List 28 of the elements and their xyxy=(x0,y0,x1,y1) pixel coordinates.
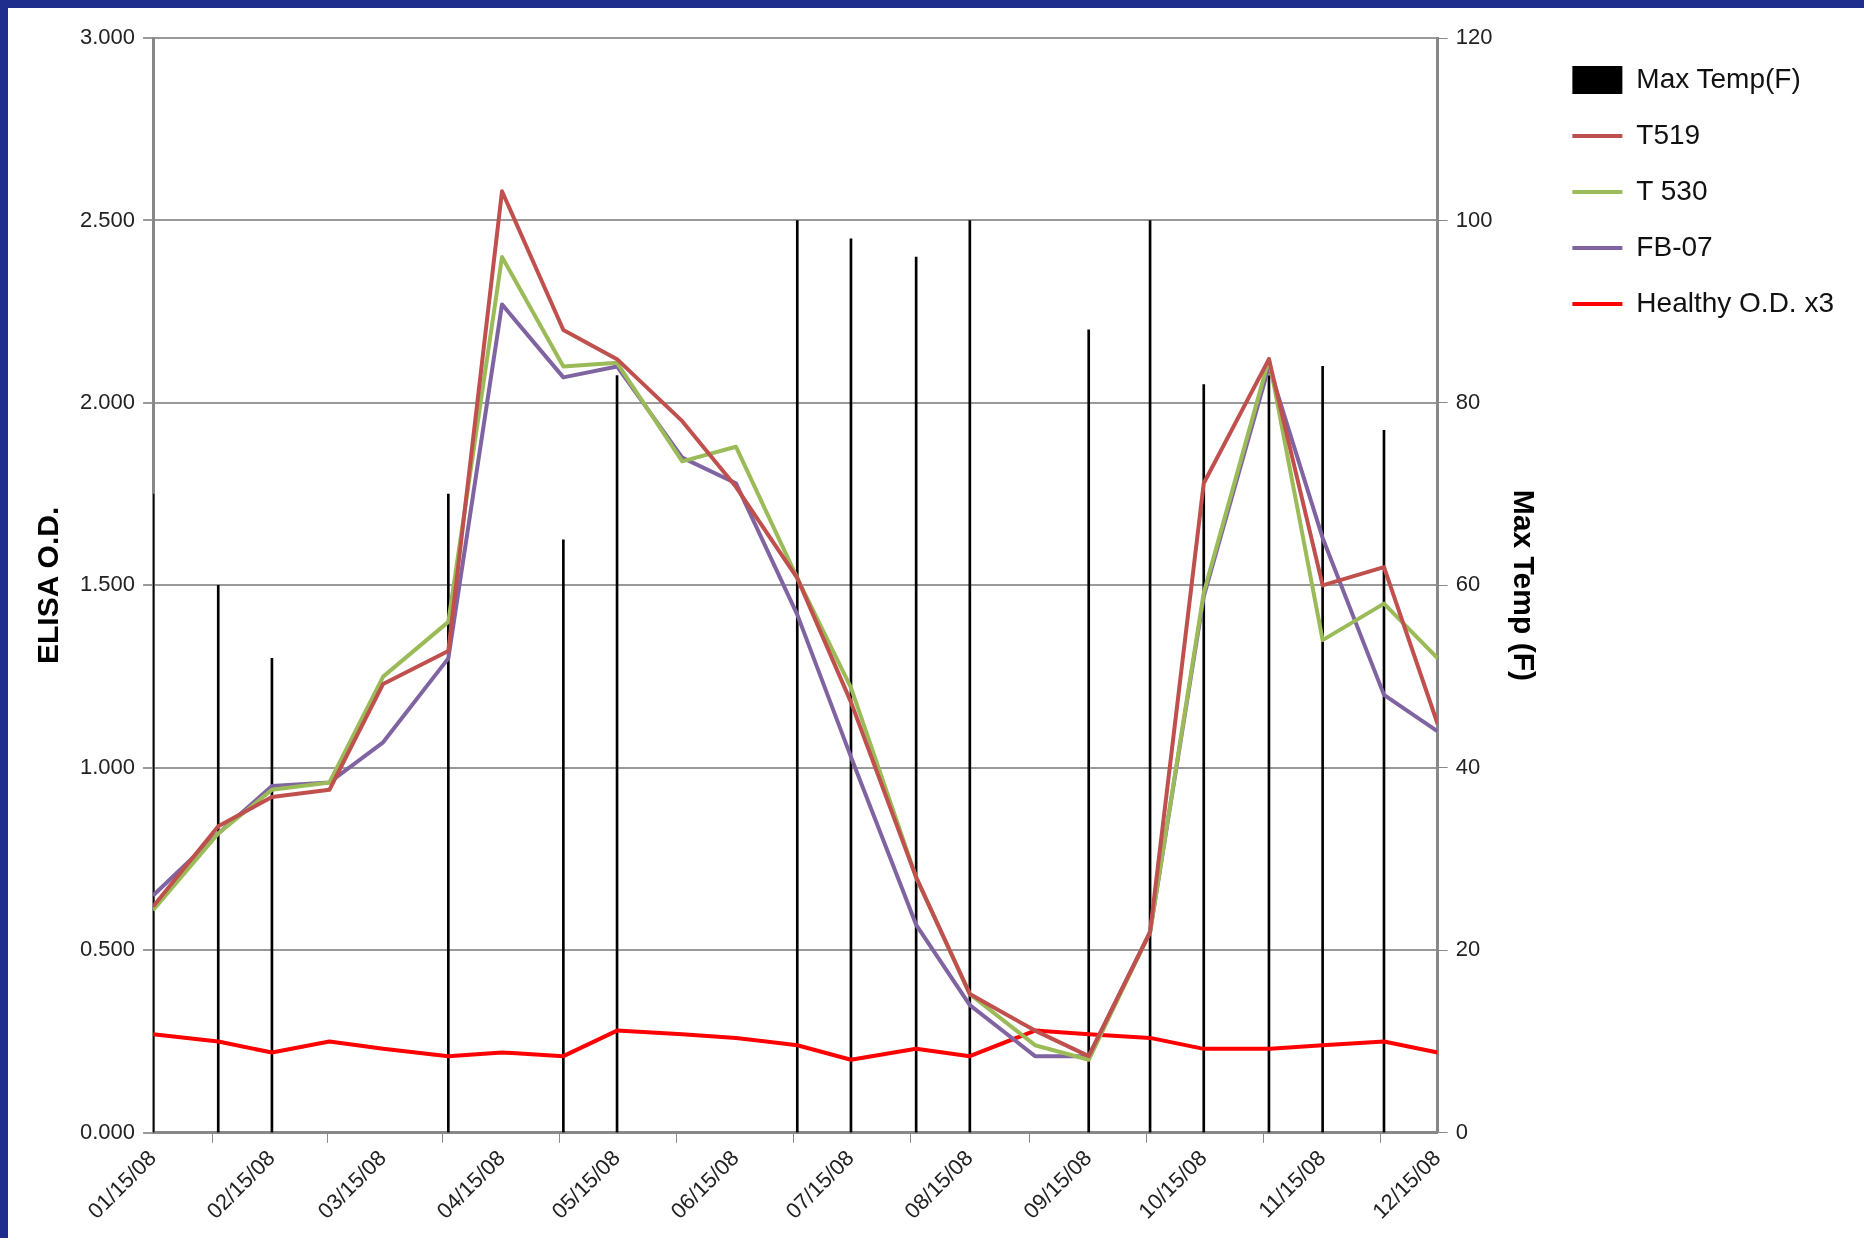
y2-tick-label: 120 xyxy=(1455,24,1493,50)
y-tick-label: 1.500 xyxy=(79,571,136,597)
legend-label: T 530 xyxy=(1636,174,1708,206)
y-axis-title: ELISA O.D. xyxy=(31,506,65,665)
y2-tick-label: 40 xyxy=(1455,753,1481,779)
y-tick-label: 2.500 xyxy=(79,206,136,232)
y2-tick-label: 20 xyxy=(1455,936,1481,962)
bar xyxy=(446,493,450,1133)
y-tick-label: 3.000 xyxy=(79,24,136,50)
y2-tick-label: 100 xyxy=(1455,206,1493,232)
legend-label: Healthy O.D. x3 xyxy=(1636,286,1835,318)
bar xyxy=(1087,329,1091,1133)
bar xyxy=(795,220,799,1133)
y2-tick-label: 0 xyxy=(1455,1118,1468,1144)
bar xyxy=(562,539,565,1133)
y-tick-label: 0.500 xyxy=(79,936,136,962)
legend-label: Max Temp(F) xyxy=(1636,62,1801,94)
bar xyxy=(1321,366,1324,1133)
y-tick-label: 2.000 xyxy=(79,388,136,414)
y2-tick-label: 60 xyxy=(1455,571,1481,597)
y2-tick-label: 80 xyxy=(1455,388,1481,414)
y-tick-label: 1.000 xyxy=(79,753,136,779)
y-tick-label: 0.000 xyxy=(79,1118,136,1144)
legend-label: FB-07 xyxy=(1636,230,1713,262)
bar xyxy=(1202,384,1206,1133)
y2-axis-title: Max Temp (F) xyxy=(1508,489,1542,681)
bar xyxy=(216,585,220,1133)
legend-label: T519 xyxy=(1636,118,1701,150)
